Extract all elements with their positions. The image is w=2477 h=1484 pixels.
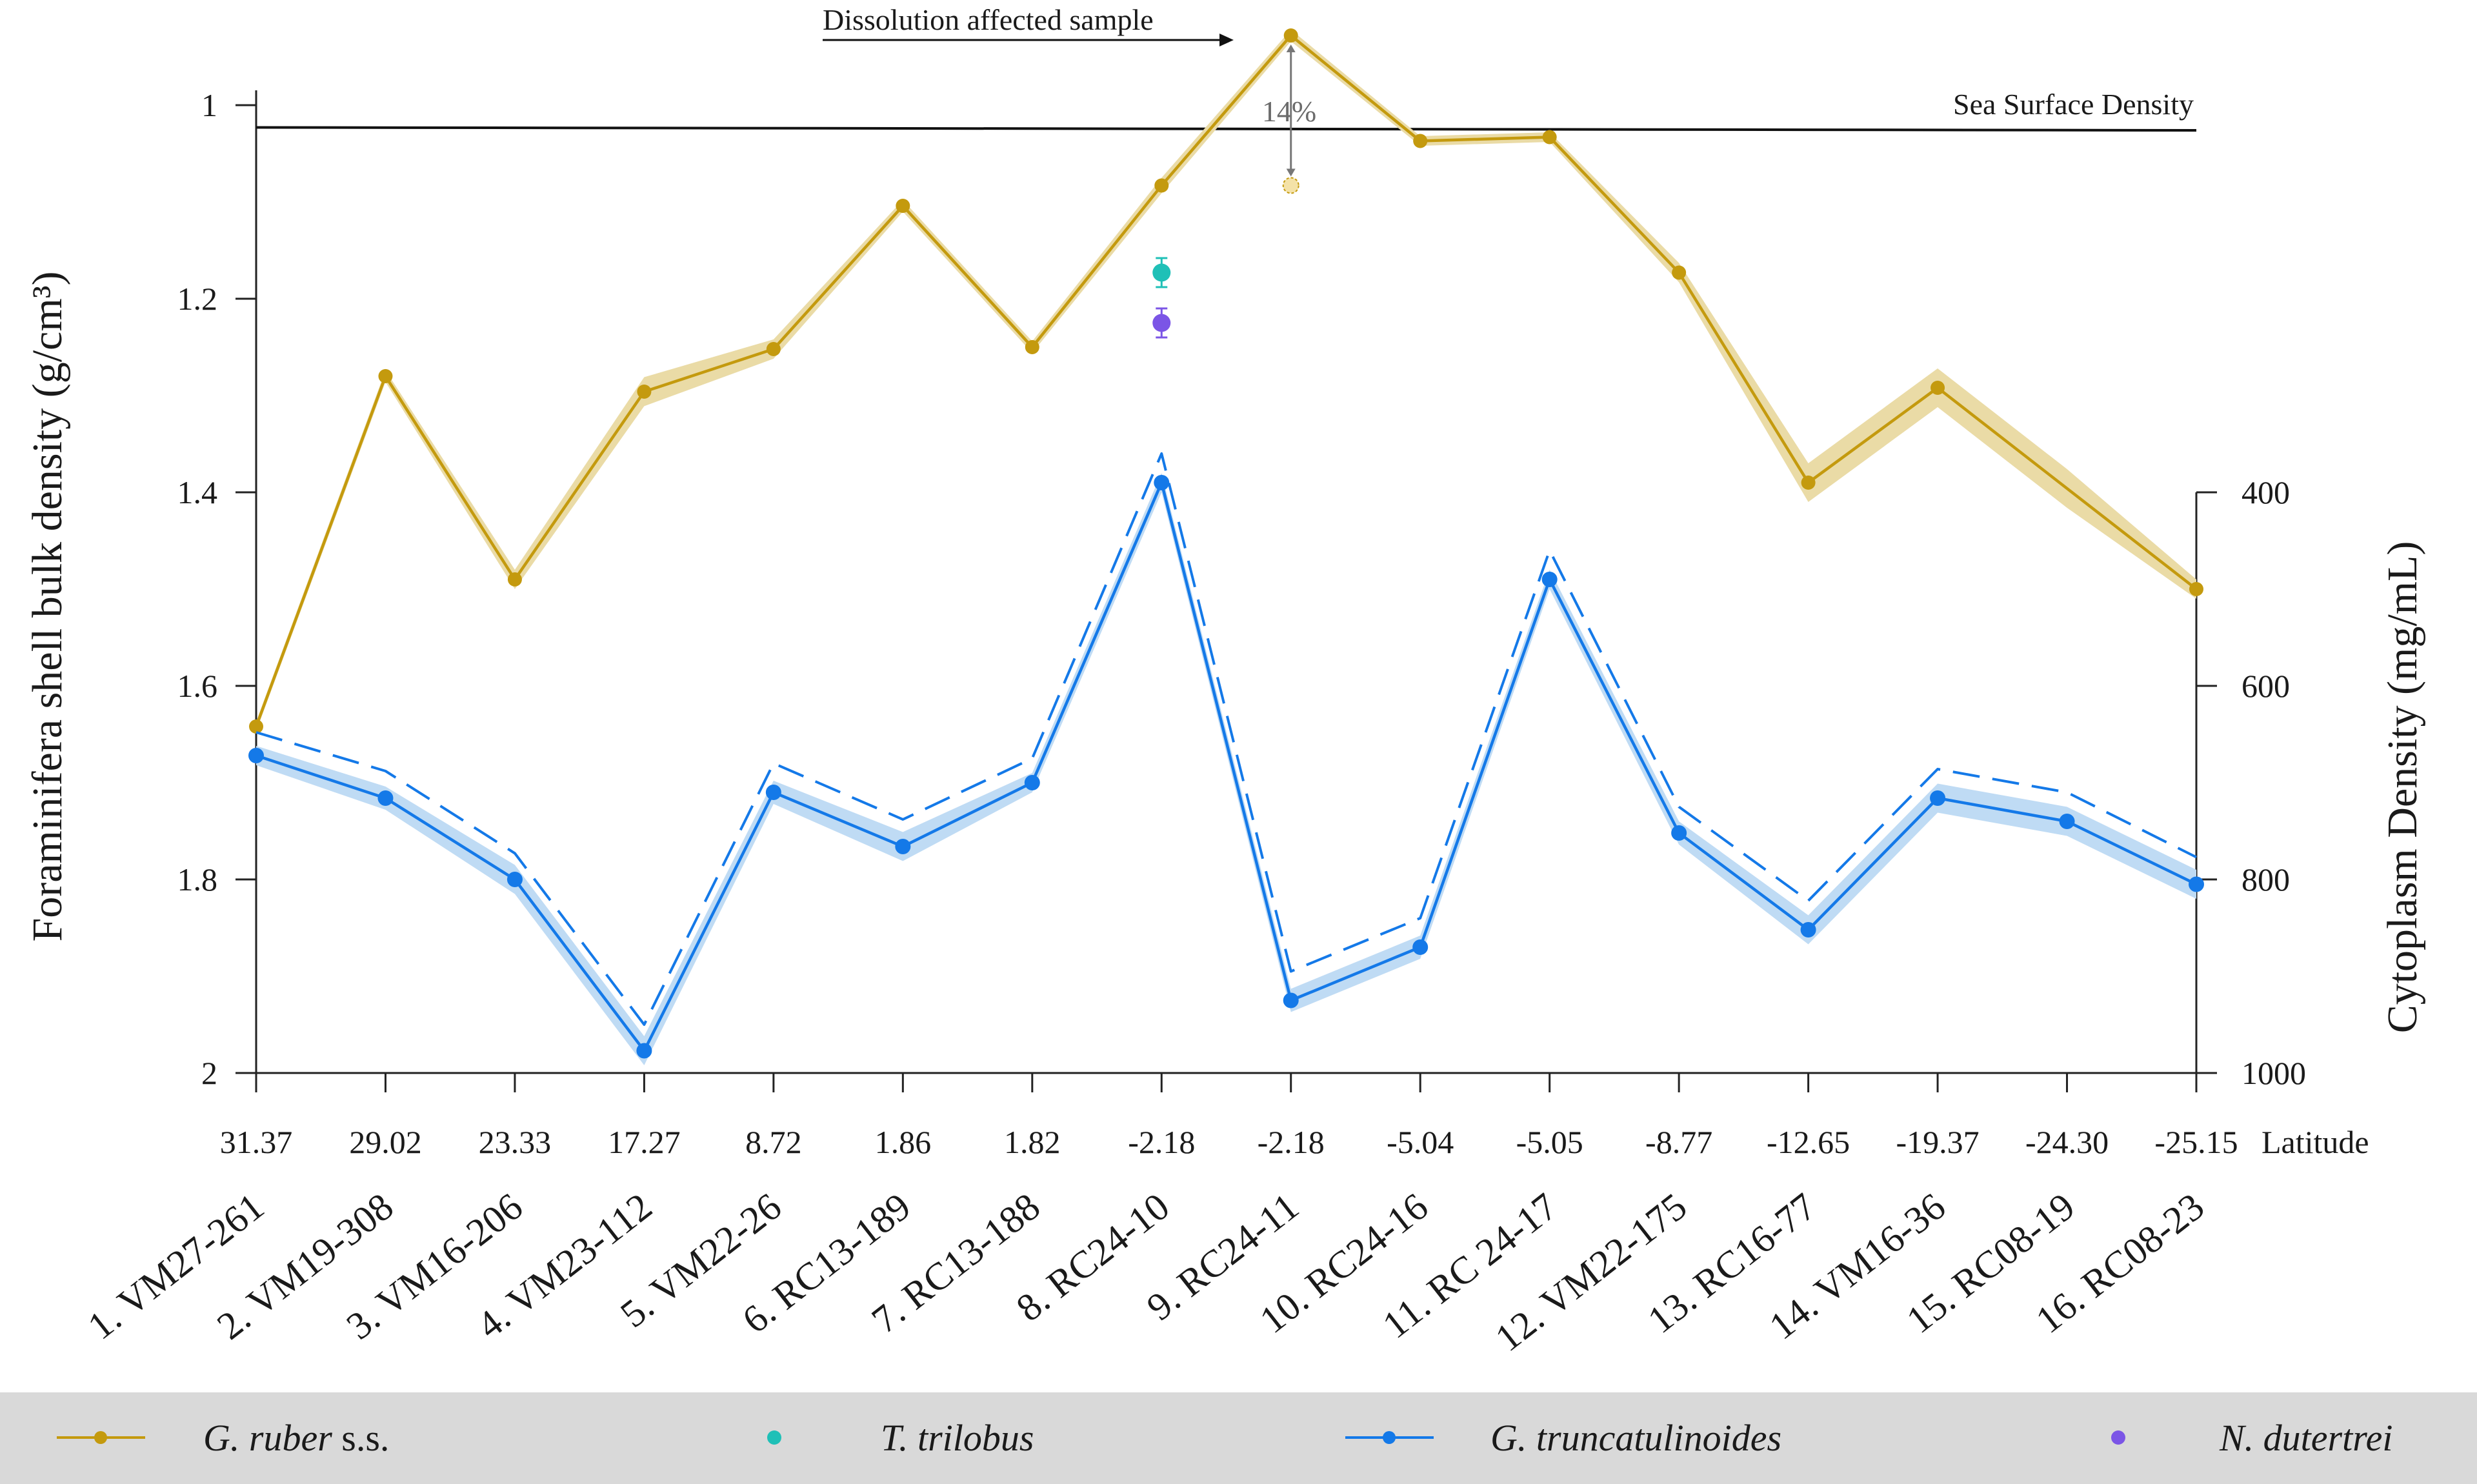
- x-tick-label-latitude: -8.77: [1645, 1124, 1712, 1160]
- x-axis-title: Latitude: [2261, 1124, 2369, 1160]
- dissolution-label: Dissolution affected sample: [823, 3, 1154, 36]
- legend-item-g-ruber: G. ruber s.s.: [57, 1417, 389, 1459]
- data-point-g-ruber: [1930, 381, 1945, 395]
- y-tick-label-right: 1000: [2241, 1055, 2306, 1091]
- data-point-g-truncatulinoides: [1024, 775, 1040, 790]
- data-point-g-truncatulinoides: [895, 839, 911, 854]
- data-point-g-truncatulinoides: [506, 872, 523, 887]
- dissolution-arrow-head-down: [1286, 168, 1296, 177]
- data-point-g-truncatulinoides: [2189, 876, 2204, 892]
- legend-label-g-ruber: G. ruber s.s.: [203, 1417, 389, 1459]
- y-tick-label-left: 1.8: [177, 861, 218, 897]
- series-line-g-ruber: [254, 34, 2198, 727]
- legend-label-n-dutertrei: N. dutertrei: [2219, 1417, 2393, 1459]
- legend-item-g-truncatulinoides: G. truncatulinoides: [1345, 1417, 1781, 1459]
- data-point-g-ruber: [507, 572, 522, 587]
- series-line-cytoplasm-dashed: [256, 452, 2197, 1026]
- data-point-g-ruber: [1542, 130, 1557, 145]
- x-tick-label-latitude: -25.15: [2154, 1124, 2238, 1160]
- y-tick-label-right: 600: [2241, 668, 2290, 704]
- x-tick-label-latitude: -12.65: [1767, 1124, 1850, 1160]
- data-point-g-truncatulinoides: [1800, 922, 1816, 938]
- data-point-g-truncatulinoides: [377, 790, 394, 806]
- y-tick-label-left: 1.6: [177, 668, 218, 704]
- x-tick-label-latitude: -24.30: [2025, 1124, 2109, 1160]
- data-point-g-ruber: [1413, 134, 1428, 148]
- data-point-g-truncatulinoides: [1283, 992, 1299, 1008]
- dissolution-label-arrow-head: [1219, 34, 1234, 46]
- x-tick-label-latitude: -5.05: [1516, 1124, 1583, 1160]
- data-point-n-dutertrei: [1152, 314, 1171, 332]
- data-point-g-ruber: [1025, 340, 1039, 354]
- data-point-g-ruber: [1672, 265, 1687, 280]
- legend-marker-t-trilobus: [767, 1430, 781, 1445]
- percent-label: 14%: [1262, 95, 1316, 128]
- y-tick-label-left: 2: [201, 1055, 217, 1091]
- data-point-g-ruber: [2189, 582, 2203, 596]
- sea-surface-density-label: Sea Surface Density: [1953, 88, 2194, 121]
- y-axis-left-title: Foraminifera shell bulk density (g/cm³): [24, 272, 71, 942]
- data-point-g-truncatulinoides: [248, 748, 264, 763]
- x-tick-label-latitude: 8.72: [745, 1124, 802, 1160]
- sea-surface-density-line: [256, 126, 2197, 132]
- x-tick-label-latitude: -2.18: [1258, 1124, 1325, 1160]
- data-point-g-ruber: [1801, 476, 1816, 490]
- data-point-g-truncatulinoides: [636, 1043, 652, 1059]
- data-point-g-truncatulinoides: [1412, 939, 1429, 955]
- y-tick-label-right: 800: [2241, 861, 2290, 897]
- x-tick-label-latitude: 1.86: [875, 1124, 932, 1160]
- data-point-g-truncatulinoides: [2059, 814, 2075, 829]
- dissolution-arrow-head-up: [1286, 45, 1296, 52]
- x-tick-label-latitude: -2.18: [1128, 1124, 1195, 1160]
- data-point-g-ruber: [637, 385, 652, 399]
- legend-item-n-dutertrei: N. dutertrei: [2111, 1417, 2393, 1459]
- x-tick-label-latitude: -19.37: [1896, 1124, 1979, 1160]
- legend-label-g-ruber-plain: s.s.: [332, 1417, 390, 1459]
- legend: G. ruber s.s. T. trilobus G. truncatulin…: [0, 1392, 2477, 1484]
- series-band-g-ruber: [256, 30, 2196, 732]
- data-point-g-ruber: [766, 342, 781, 356]
- x-tick-label-latitude: 23.33: [479, 1124, 552, 1160]
- data-point-g-ruber: [1283, 28, 1298, 43]
- data-point-g-truncatulinoides: [1154, 475, 1170, 490]
- data-point-g-truncatulinoides: [1671, 825, 1687, 841]
- legend-marker-g-truncatulinoides: [1383, 1431, 1396, 1444]
- data-point-t-trilobus: [1152, 263, 1171, 282]
- data-point-g-ruber: [896, 199, 910, 213]
- series-band-g-truncatulinoides: [256, 473, 2196, 1065]
- x-tick-label-latitude: 31.37: [220, 1124, 293, 1160]
- data-point-g-ruber: [378, 369, 393, 383]
- x-tick-label-latitude: 17.27: [608, 1124, 681, 1160]
- y-tick-label-left: 1.2: [177, 281, 218, 317]
- y-axis-right-title: Cytoplasm Density (mg/mL): [2379, 541, 2426, 1034]
- y-tick-label-left: 1.4: [177, 474, 218, 510]
- data-point-g-truncatulinoides: [1930, 790, 1946, 806]
- data-point-g-ruber: [249, 719, 263, 734]
- legend-label-g-truncatulinoides: G. truncatulinoides: [1490, 1417, 1781, 1459]
- x-tick-label-latitude: 1.82: [1004, 1124, 1061, 1160]
- data-point-g-truncatulinoides: [1541, 572, 1558, 587]
- legend-item-t-trilobus: T. trilobus: [767, 1417, 1034, 1459]
- legend-marker-g-ruber: [94, 1431, 107, 1444]
- legend-background: [0, 1392, 2477, 1484]
- y-tick-label-right: 400: [2241, 474, 2290, 510]
- y-tick-label-left: 1: [201, 87, 217, 123]
- legend-marker-n-dutertrei: [2111, 1430, 2125, 1445]
- x-tick-label-latitude: -5.04: [1387, 1124, 1454, 1160]
- data-point-g-ruber: [1154, 178, 1169, 193]
- data-point-g-truncatulinoides: [765, 785, 781, 800]
- x-tick-label-latitude: 29.02: [349, 1124, 422, 1160]
- legend-label-g-ruber-italic: G. ruber: [203, 1417, 332, 1459]
- series-line-g-truncatulinoides: [256, 481, 2197, 1052]
- dissolution-point: [1282, 177, 1299, 194]
- legend-label-t-trilobus: T. trilobus: [881, 1417, 1034, 1459]
